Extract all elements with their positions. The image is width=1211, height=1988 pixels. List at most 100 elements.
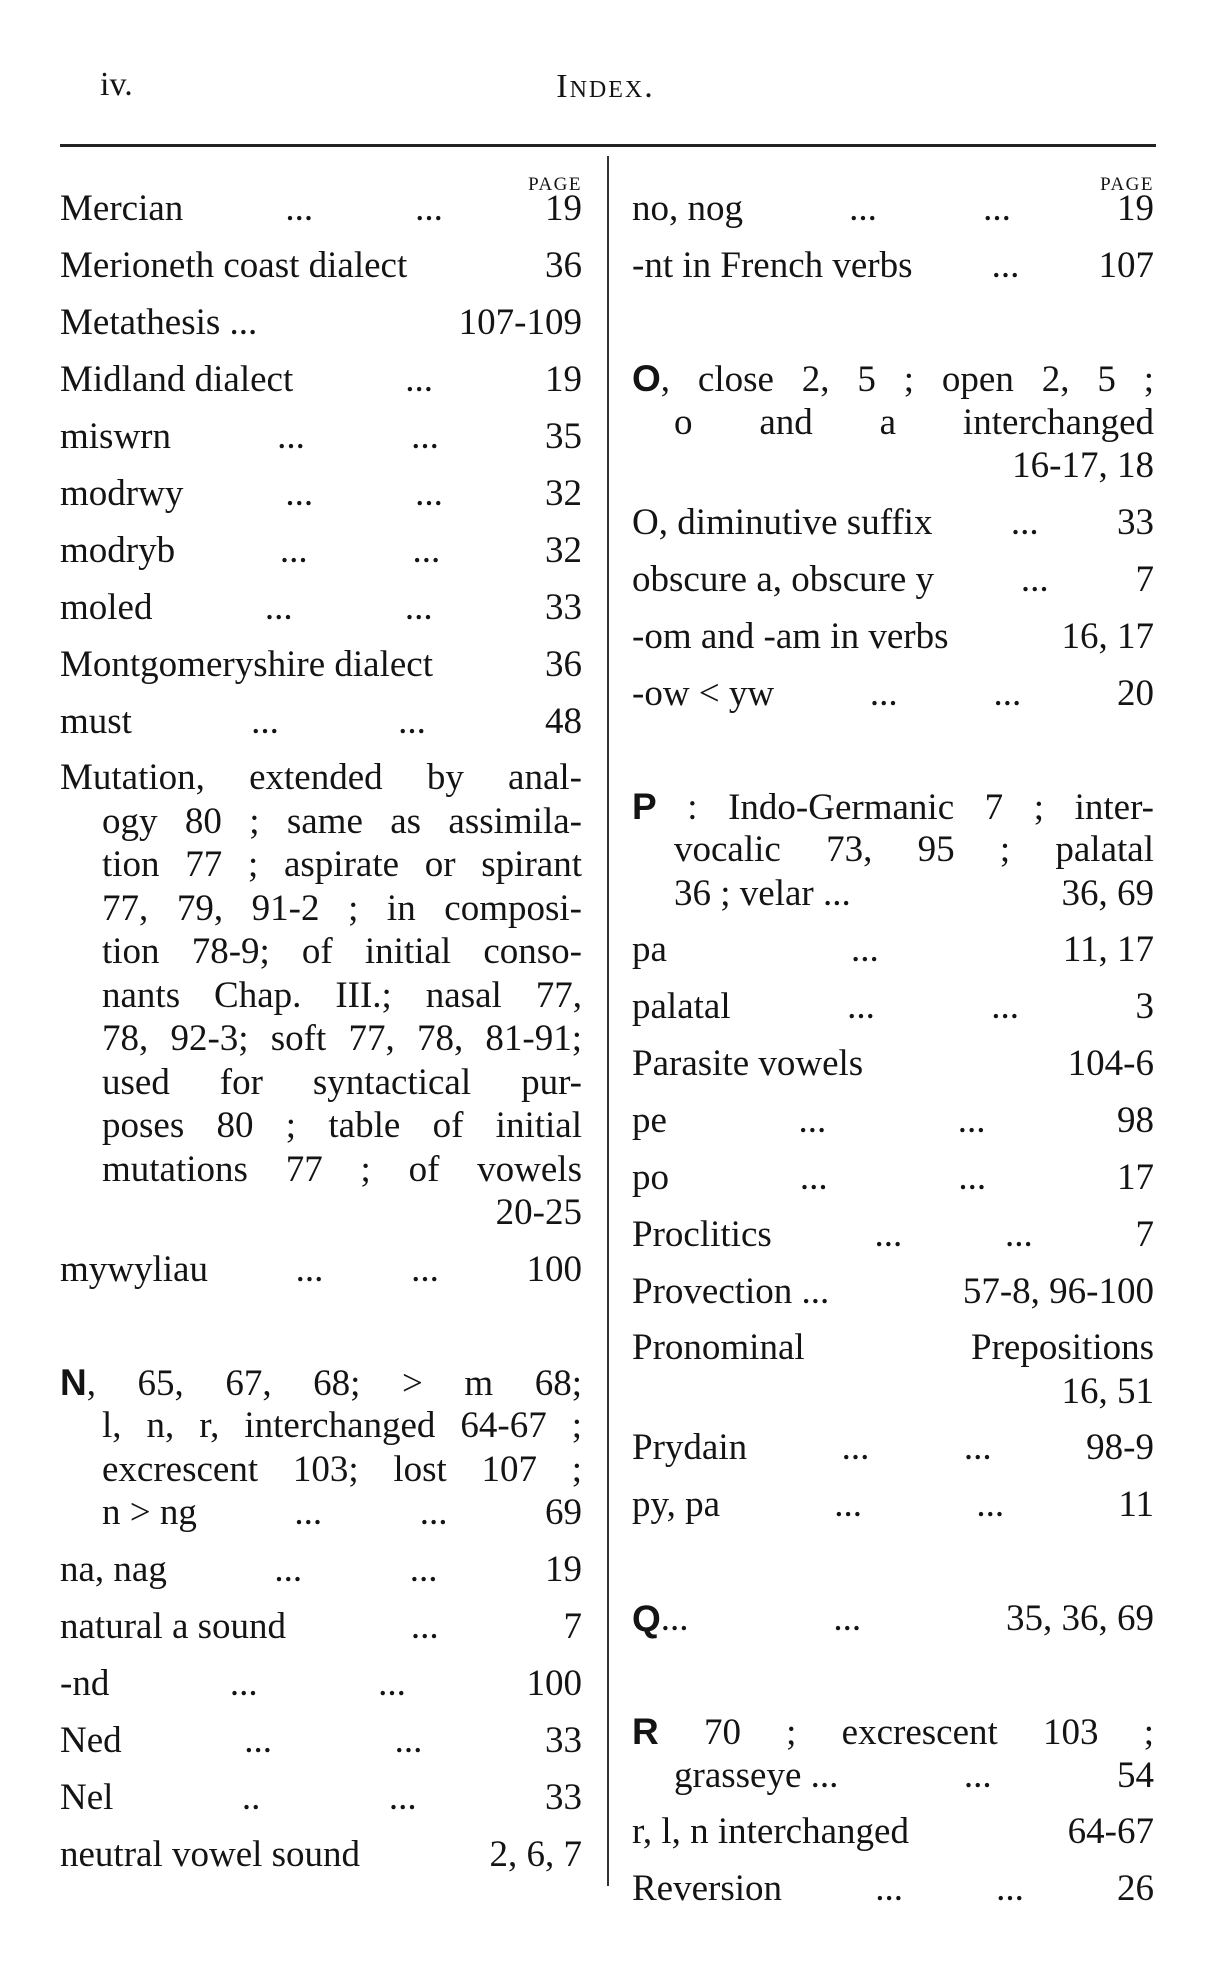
page-ref: 2, 6, 7 [489,1833,583,1875]
page-ref: 19 [545,188,582,229]
leader: ... [996,1868,1024,1909]
leader-dots: ...... [171,415,545,458]
index-entry: must...... 48 [60,693,582,750]
index-entry: -nd...... 100 [60,1655,582,1712]
leader-dots: ... [286,1605,563,1648]
leader-dots: ...... [772,1213,1136,1256]
leader-dots: ...... [183,187,545,230]
entry-line: nants Chap. III.; nasal 77, [60,974,582,1018]
index-entry: Prydain...... 98-9 [632,1419,1154,1476]
page-ref: 35, 36, 69 [1006,1598,1154,1639]
entry-term: po [632,1157,669,1198]
leader: ... [957,1100,986,1141]
entry-text: l, n, r, interchanged 64-67 ; [102,1405,582,1446]
entry-text: : Indo-Germanic 7 ; inter- [656,786,1154,828]
index-entry: pe...... 98 [632,1092,1154,1149]
page-column-label: PAGE [1100,174,1154,195]
entry-text: o and a interchanged [674,401,1154,443]
entry-last-line: n > ng...... 69 [60,1491,582,1535]
entry-line: tion 78-9; of initial conso- [60,930,582,974]
page-ref: 7 [563,1605,583,1647]
page-ref: 19 [1117,188,1154,229]
page-ref: 19 [545,1548,582,1590]
leader: ... [244,1719,273,1761]
leader-dots: ...... [782,1867,1117,1910]
leader: ... [963,1427,992,1468]
leader: ... [411,1248,439,1290]
entry-text: used for syntactical pur- [102,1061,582,1103]
leader: ... [1020,558,1049,600]
entry-term: neutral vowel sound [60,1833,361,1875]
index-entry: miswrn...... 35 [60,408,582,465]
entry-term: pa [632,929,667,970]
leader: ... [849,188,877,229]
page-ref: 100 [526,1662,583,1704]
index-entry: N, 65, 67, 68; > m 68; l, n, r, interchan… [60,1355,582,1541]
entry-text: Pronominal Prepositions [632,1327,1154,1368]
leader: ... [875,1868,903,1909]
index-entry: natural a sound... 7 [60,1598,582,1655]
index-entry: Q...... 35, 36, 69 [632,1590,1154,1647]
leader-dots: ..... [113,1776,545,1819]
section-initial: N [60,1361,87,1403]
leader: ... [419,1492,448,1534]
page-ref: 33 [545,587,582,628]
page-ref: 32 [545,530,582,571]
entry-text: nants Chap. III.; nasal 77, [102,974,582,1016]
leader: ... [847,986,875,1027]
entry-term: modryb [60,530,176,571]
leader-dots: ...... [183,472,545,515]
leader: ... [874,1214,903,1255]
entry-term: Reversion [632,1868,783,1909]
index-entry: py, pa...... 11 [632,1476,1154,1533]
section-gap [632,722,1154,779]
entry-line: used for syntactical pur- [60,1061,582,1105]
entry-term: ... [660,1598,689,1639]
index-entry: Pronominal Prepositions 16, 51 [632,1320,1154,1419]
leader: ... [409,1548,438,1590]
leader: ... [394,1719,423,1761]
entry-term: O, diminutive suffix [632,501,933,543]
index-entry: moled...... 33 [60,579,582,636]
leader: ... [285,188,314,229]
index-entry: O, diminutive suffix... 33 [632,494,1154,551]
leader-dots: ...... [167,1548,545,1591]
index-entry: modryb...... 32 [60,522,582,579]
leader: ... [799,1157,828,1198]
section-initial: R [632,1711,659,1752]
index-entry: pa... 11, 17 [632,921,1154,978]
page-ref: 100 [526,1248,583,1290]
entry-term: must [60,701,132,742]
page-ref: 33 [1117,501,1154,543]
leader-dots: ...... [720,1483,1118,1526]
leader-dots: ...... [122,1719,545,1762]
page-ref: 36, 69 [1061,872,1155,914]
entry-term: -nd [60,1662,110,1704]
entry-line: excrescent 103; lost 107 ; [60,1448,582,1492]
leader-dots: ... [293,358,545,401]
section-gap [632,1533,1154,1590]
entry-text: tion 78-9; of initial conso- [102,931,582,972]
leader: ... [869,672,898,714]
page-ref: 16-17, 18 [1012,445,1154,487]
entry-line: mutations 77 ; of vowels [60,1148,582,1192]
leader: ... [411,416,439,457]
leader: ... [388,1776,417,1818]
leader: ... [285,473,314,514]
entry-last-line: 16-17, 18 [632,444,1154,488]
leader: ... [294,1492,323,1534]
leader: ... [851,929,879,970]
page-ref: 26 [1117,1868,1154,1909]
leader: ... [274,1548,303,1590]
leader-dots: ...... [109,1662,526,1705]
entry-term: natural a sound [60,1605,287,1647]
page-ref: 98-9 [1086,1427,1154,1468]
page-ref: 35 [545,416,582,457]
leader: ... [983,188,1011,229]
entry-text: ogy 80 ; same as assimila- [102,800,582,842]
index-entry: Mercian...... 19 [60,180,582,237]
page-ref: 7 [1135,558,1155,600]
entry-term: Midland dialect [60,359,294,400]
entry-term: Prydain [632,1427,748,1468]
entry-term: -om and -am in verbs [632,615,949,657]
